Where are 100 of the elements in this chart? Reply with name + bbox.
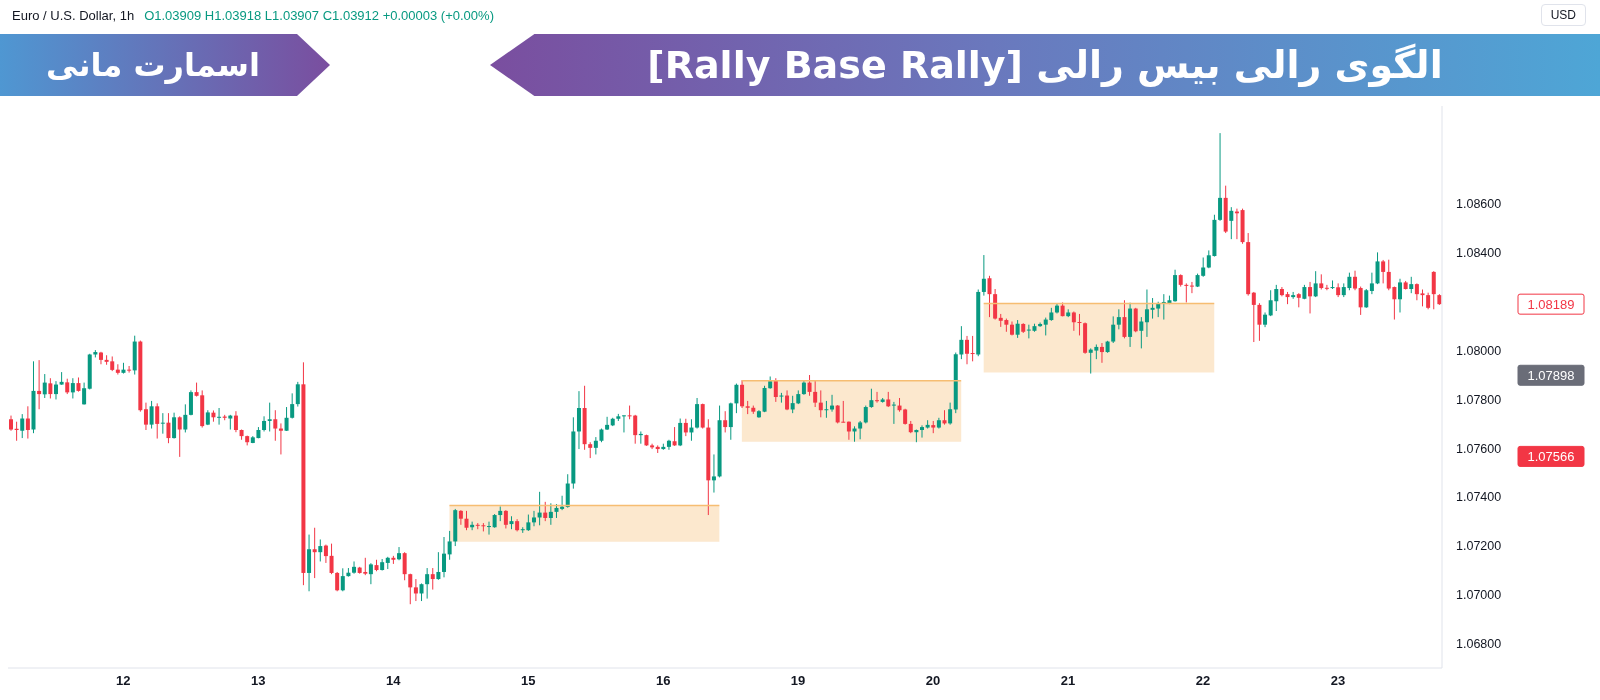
- candlestick: [1257, 302, 1262, 342]
- candlestick: [633, 414, 638, 445]
- candlestick: [869, 388, 874, 409]
- candlestick: [1184, 282, 1189, 303]
- candlestick: [548, 502, 553, 526]
- candlestick: [42, 373, 47, 399]
- x-tick-label: 15: [520, 673, 536, 689]
- text: 1.07898: [1527, 367, 1575, 383]
- candlestick: [425, 567, 430, 600]
- candlestick: [565, 473, 570, 509]
- candlestick: [711, 453, 716, 494]
- candlestick: [650, 443, 655, 450]
- candlestick: [1324, 284, 1329, 291]
- x-tick-label: 16: [655, 673, 671, 689]
- candlestick: [318, 538, 323, 562]
- candlestick: [1077, 313, 1082, 336]
- candlestick: [1251, 291, 1256, 343]
- candlestick: [807, 374, 812, 397]
- candlestick: [1071, 311, 1076, 332]
- candlestick: [1099, 342, 1104, 364]
- y-tick-label: 1.07800: [1456, 392, 1502, 407]
- candlestick: [1375, 251, 1380, 285]
- candlestick: [1313, 270, 1318, 298]
- candlestick: [965, 335, 969, 365]
- candlestick: [700, 403, 705, 430]
- candlestick: [678, 418, 683, 447]
- candlestick: [464, 510, 469, 531]
- text: O1.03909 H1.03918 L1.03907 C1.03912 +0.00003 (+0.00%): [144, 8, 494, 23]
- candlestick: [531, 510, 536, 527]
- candlestick: [920, 424, 925, 439]
- candlestick: [295, 381, 300, 408]
- x-tick-label: 20: [925, 673, 941, 689]
- candlestick: [160, 412, 165, 435]
- candlestick: [858, 420, 863, 440]
- y-tick-label: 1.07000: [1456, 588, 1502, 603]
- x-tick-label: 13: [251, 673, 266, 689]
- x-tick-label: 22: [1195, 673, 1211, 689]
- candlestick: [1122, 299, 1127, 339]
- candlestick: [981, 254, 986, 297]
- candlestick: [183, 403, 188, 433]
- candlestick: [402, 551, 407, 581]
- candlestick: [734, 383, 739, 414]
- candlestick: [397, 546, 402, 561]
- candlestick: [818, 389, 823, 418]
- tag-banner: اسمارت مانی: [0, 34, 330, 96]
- candlestick: [442, 536, 447, 578]
- candlestick: [1381, 259, 1386, 284]
- candlestick: [1353, 270, 1358, 291]
- candlestick: [487, 521, 491, 536]
- candlestick: [340, 567, 345, 592]
- y-tick-label: 1.08600: [1456, 197, 1502, 212]
- candlestick: [728, 402, 733, 441]
- candlestick: [323, 544, 328, 564]
- y-tick-label: 1.07600: [1456, 441, 1502, 456]
- candlestick: [143, 402, 148, 431]
- candlestick: [53, 380, 58, 400]
- candlestick: [20, 413, 25, 439]
- candlestick: [25, 405, 30, 440]
- y-tick-label: 1.07200: [1456, 539, 1502, 554]
- candlestick: [846, 420, 851, 441]
- y-tick-label: 1.06800: [1456, 637, 1502, 651]
- candlestick: [1116, 308, 1121, 330]
- candlestick: [621, 414, 626, 433]
- candlestick: [436, 551, 441, 581]
- candlestick: [948, 402, 953, 426]
- candlestick: [970, 335, 975, 362]
- candlestick: [408, 573, 413, 605]
- candlestick: [155, 402, 160, 440]
- candlestick: [723, 410, 728, 433]
- currency-box: USD: [1540, 4, 1586, 26]
- y-tick-label: 1.07400: [1456, 490, 1502, 505]
- candlestick: [217, 407, 222, 426]
- candlestick: [813, 380, 818, 408]
- candlestick: [447, 530, 452, 561]
- candlestick: [773, 377, 778, 403]
- candlestick: [875, 391, 880, 404]
- candlestick: [1111, 315, 1116, 344]
- candlestick: [740, 379, 745, 409]
- candlestick: [233, 410, 238, 433]
- candlestick: [1189, 281, 1194, 294]
- candlestick: [695, 397, 700, 430]
- candlestick: [762, 385, 767, 413]
- candlestick: [177, 415, 182, 458]
- candlestick: [430, 567, 435, 591]
- candlestick: [70, 377, 75, 399]
- title-banner: الگوی رالی بیس رالی [Rally Base Rally]: [490, 34, 1600, 96]
- candlestick: [1218, 132, 1223, 222]
- candlestick: [987, 275, 992, 318]
- candlestick: [576, 390, 581, 450]
- candlestick: [149, 400, 154, 430]
- candlestick: [172, 412, 177, 440]
- candlestick: [368, 562, 373, 585]
- candlestick: [48, 377, 53, 399]
- candlestick: [503, 509, 508, 529]
- candlestick: [605, 416, 610, 431]
- candlestick: [290, 392, 295, 420]
- candlestick: [1144, 289, 1149, 338]
- candlestick: [273, 409, 278, 442]
- candlestick: [1369, 272, 1374, 295]
- x-tick-label: 12: [116, 673, 131, 689]
